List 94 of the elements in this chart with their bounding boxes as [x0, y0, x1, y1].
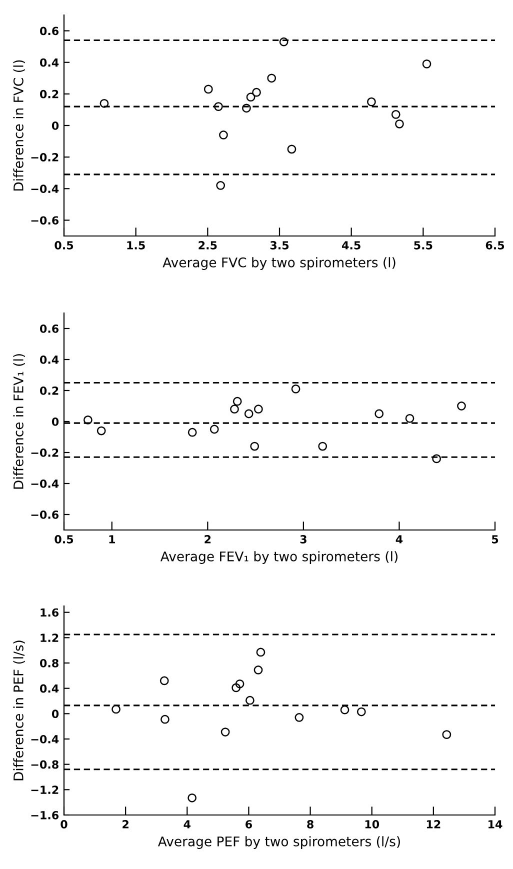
- point: [367, 97, 376, 106]
- point: [246, 92, 256, 102]
- point: [442, 730, 452, 740]
- point: [188, 428, 197, 437]
- x-tick-label: 0.5: [54, 535, 74, 544]
- point: [256, 648, 266, 657]
- x-tick-label: 1.5: [127, 241, 145, 250]
- point: [254, 666, 263, 674]
- y-tick-label: −0.2: [31, 153, 58, 162]
- x-tick-label: 4: [396, 535, 403, 544]
- point: [230, 404, 239, 414]
- point: [232, 683, 241, 692]
- point: [252, 88, 261, 97]
- point: [112, 704, 120, 714]
- y-tick-label: −0.4: [31, 479, 59, 488]
- y-tick-label: −0.6: [31, 216, 59, 225]
- point: [235, 679, 244, 688]
- y-tick-label: −0.4: [31, 734, 59, 744]
- point: [219, 130, 228, 140]
- y-tick-label: 0: [52, 121, 59, 130]
- y-tick-label: −1.2: [31, 786, 58, 794]
- point: [279, 37, 288, 46]
- x-tick-label: 5.5: [414, 241, 432, 250]
- point: [294, 713, 304, 722]
- point: [250, 442, 260, 451]
- point: [244, 409, 254, 418]
- y-tick-label: 0.4: [40, 355, 59, 364]
- point: [232, 396, 242, 406]
- point: [84, 416, 92, 424]
- y-axis-title: Difference in FVC (l): [13, 60, 25, 191]
- point: [432, 454, 442, 464]
- x-tick-label: 8: [307, 820, 314, 828]
- y-tick-label: 0.4: [40, 684, 59, 693]
- point: [318, 442, 328, 451]
- y-tick-label: 0.2: [40, 386, 58, 395]
- point: [188, 793, 197, 802]
- x-tick-label: 4: [184, 820, 190, 828]
- y-tick-label: 0.8: [40, 658, 58, 668]
- x-tick-label: 6: [246, 820, 252, 828]
- point: [291, 384, 300, 394]
- point: [422, 59, 432, 68]
- point: [374, 409, 384, 418]
- point: [100, 98, 109, 108]
- point: [391, 110, 400, 119]
- y-axis-title: Difference in PEF (l/s): [13, 640, 25, 780]
- point: [405, 414, 414, 423]
- point: [210, 424, 219, 434]
- y-tick-label: 0.2: [40, 90, 58, 98]
- y-tick-label: 0: [52, 417, 59, 426]
- x-tick-label: 3.5: [270, 241, 289, 250]
- point: [395, 119, 404, 128]
- x-tick-label: 3: [300, 535, 306, 544]
- point: [246, 696, 254, 705]
- y-tick-label: 1.2: [40, 634, 58, 642]
- point: [96, 426, 106, 436]
- y-tick-label: 0.6: [40, 324, 59, 333]
- y-tick-label: −0.4: [31, 184, 59, 194]
- y-tick-label: −1.6: [31, 810, 59, 820]
- point: [220, 728, 230, 736]
- y-tick-label: −0.6: [31, 510, 59, 519]
- x-tick-label: 0: [60, 820, 68, 828]
- x-tick-label: 2.5: [198, 241, 217, 250]
- y-tick-label: −0.8: [31, 760, 58, 769]
- y-axis-title: Difference in FEV₁ (l): [13, 354, 25, 489]
- x-tick-label: 12: [426, 820, 440, 828]
- point: [287, 144, 296, 154]
- y-tick-label: 0: [52, 710, 59, 718]
- y-tick-label: 1.6: [40, 608, 59, 617]
- x-tick-label: 10: [365, 820, 380, 828]
- point: [242, 104, 251, 113]
- point: [267, 74, 276, 83]
- x-tick-label: 14: [488, 820, 502, 828]
- x-tick-label: 5: [492, 535, 498, 544]
- point: [340, 705, 350, 714]
- y-tick-label: 0.6: [40, 26, 59, 36]
- point: [204, 84, 213, 94]
- y-tick-label: 0.4: [40, 58, 59, 67]
- x-tick-label: 2: [122, 820, 128, 828]
- point: [254, 404, 263, 414]
- point: [457, 402, 466, 410]
- x-axis-title: Average FVC by two spirometers (l): [162, 257, 396, 270]
- x-tick-label: 4.5: [342, 241, 360, 250]
- point: [160, 714, 170, 724]
- y-tick-label: −0.2: [31, 448, 58, 457]
- point: [356, 707, 366, 716]
- x-tick-label: 0.5: [54, 241, 74, 250]
- point: [160, 676, 169, 686]
- x-tick-label: 2: [204, 535, 211, 544]
- point: [216, 181, 226, 190]
- x-axis-title: Average PEF by two spirometers (l/s): [158, 836, 400, 849]
- x-axis-title: Average FEV₁ by two spirometers (l): [160, 551, 398, 564]
- x-tick-label: 1: [109, 535, 115, 544]
- point: [214, 102, 223, 111]
- x-tick-label: 6.5: [486, 241, 504, 250]
